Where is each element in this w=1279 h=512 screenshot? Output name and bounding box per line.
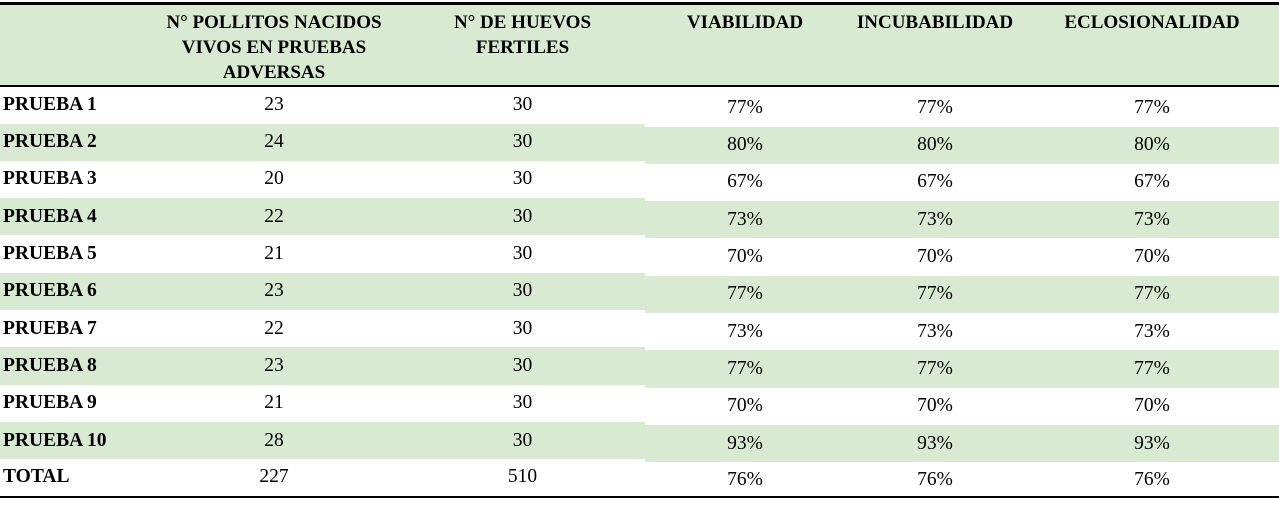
percent-cell: 93% bbox=[917, 432, 953, 454]
count-cell: 30 bbox=[512, 205, 533, 227]
count-cell: 30 bbox=[512, 354, 533, 376]
count-cell: 30 bbox=[512, 317, 533, 339]
count-cell: 21 bbox=[264, 243, 284, 265]
row-label: PRUEBA 10 bbox=[3, 429, 107, 451]
row-label: PRUEBA 4 bbox=[3, 205, 97, 227]
table-row: PRUEBA 9 21 30 70% 70% 70% bbox=[0, 385, 1279, 422]
count-cell: 28 bbox=[264, 429, 284, 451]
count-cell: 23 bbox=[264, 94, 284, 116]
percent-cell: 73% bbox=[727, 320, 763, 342]
table-row: PRUEBA 8 23 30 77% 77% 77% bbox=[0, 347, 1279, 385]
table-row: PRUEBA 10 28 30 93% 93% 93% bbox=[0, 421, 1279, 460]
table-row: PRUEBA 4 22 30 73% 73% 73% bbox=[0, 198, 1279, 236]
row-label: PRUEBA 7 bbox=[3, 317, 97, 339]
percent-cell: 77% bbox=[727, 357, 763, 379]
row-label: PRUEBA 1 bbox=[3, 94, 97, 116]
count-cell: 22 bbox=[264, 205, 284, 227]
header-cell-row-label bbox=[0, 3, 148, 88]
table-row: PRUEBA 3 20 30 67% 67% 67% bbox=[0, 161, 1279, 198]
percent-cell: 73% bbox=[727, 208, 763, 230]
percent-cell: 77% bbox=[1134, 357, 1170, 379]
count-cell: 30 bbox=[512, 243, 533, 265]
count-cell: 23 bbox=[264, 280, 284, 302]
count-cell: 30 bbox=[512, 94, 533, 116]
percent-cell: 76% bbox=[1134, 469, 1170, 491]
count-cell: 30 bbox=[512, 280, 533, 302]
count-cell: 227 bbox=[259, 466, 289, 488]
percent-cell: 77% bbox=[917, 357, 953, 379]
percent-cell: 77% bbox=[1134, 283, 1170, 305]
row-label: PRUEBA 9 bbox=[3, 392, 97, 414]
table-row: PRUEBA 5 21 30 70% 70% 70% bbox=[0, 235, 1279, 272]
percent-cell: 70% bbox=[917, 395, 953, 417]
percent-cell: 70% bbox=[727, 246, 763, 268]
count-cell: 21 bbox=[264, 392, 284, 414]
count-cell: 22 bbox=[264, 317, 284, 339]
row-label: PRUEBA 5 bbox=[3, 243, 97, 265]
percent-cell: 73% bbox=[1134, 320, 1170, 342]
count-cell: 20 bbox=[264, 168, 284, 190]
percent-cell: 67% bbox=[1134, 171, 1170, 193]
header-cell-huevos-fertiles: N° DE HUEVOS FERTILES bbox=[400, 3, 645, 88]
header-row: N° POLLITOS NACIDOS VIVOS EN PRUEBAS ADV… bbox=[0, 3, 1279, 88]
percent-cell: 80% bbox=[727, 134, 763, 156]
results-table: N° POLLITOS NACIDOS VIVOS EN PRUEBAS ADV… bbox=[0, 2, 1279, 498]
table-body: PRUEBA 1 23 30 77% 77% 77% PRUEBA 2 24 30 80% 80% 8… bbox=[0, 86, 1279, 496]
header-cell-pollitos-nacidos: N° POLLITOS NACIDOS VIVOS EN PRUEBAS ADV… bbox=[148, 3, 400, 88]
row-label: PRUEBA 8 bbox=[3, 354, 97, 376]
row-label: PRUEBA 3 bbox=[3, 168, 97, 190]
percent-cell: 76% bbox=[727, 469, 763, 491]
percent-cell: 93% bbox=[1134, 432, 1170, 454]
percent-cell: 76% bbox=[917, 469, 953, 491]
percent-cell: 80% bbox=[1134, 134, 1170, 156]
percent-cell: 80% bbox=[917, 134, 953, 156]
header-cell-incubabilidad: INCUBABILIDAD bbox=[845, 3, 1025, 88]
percent-cell: 70% bbox=[917, 246, 953, 268]
percent-cell: 77% bbox=[917, 283, 953, 305]
percent-cell: 67% bbox=[727, 171, 763, 193]
percent-cell: 77% bbox=[917, 97, 953, 119]
row-label: PRUEBA 6 bbox=[3, 280, 97, 302]
count-cell: 30 bbox=[512, 392, 533, 414]
row-label: PRUEBA 2 bbox=[3, 131, 97, 153]
percent-cell: 67% bbox=[917, 171, 953, 193]
row-label: TOTAL bbox=[3, 466, 70, 488]
header-cell-viabilidad: VIABILIDAD bbox=[645, 3, 845, 88]
table-row: PRUEBA 1 23 30 77% 77% 77% bbox=[0, 86, 1279, 123]
count-cell: 30 bbox=[512, 429, 533, 451]
table-header: N° POLLITOS NACIDOS VIVOS EN PRUEBAS ADV… bbox=[0, 3, 1279, 88]
count-cell: 23 bbox=[264, 354, 284, 376]
table-row: PRUEBA 2 24 30 80% 80% 80% bbox=[0, 123, 1279, 161]
percent-cell: 70% bbox=[727, 395, 763, 417]
percent-cell: 77% bbox=[727, 97, 763, 119]
header-cell-eclosionalidad: ECLOSIONALIDAD bbox=[1025, 3, 1279, 88]
percent-cell: 73% bbox=[1134, 208, 1170, 230]
percent-cell: 77% bbox=[1134, 97, 1170, 119]
count-cell: 30 bbox=[512, 131, 533, 153]
count-cell: 24 bbox=[264, 131, 284, 153]
total-row: TOTAL 227 510 76% 76% 76% bbox=[0, 459, 1279, 496]
percent-cell: 70% bbox=[1134, 395, 1170, 417]
table-row: PRUEBA 7 22 30 73% 73% 73% bbox=[0, 310, 1279, 347]
percent-cell: 77% bbox=[727, 283, 763, 305]
percent-cell: 73% bbox=[917, 320, 953, 342]
count-cell: 510 bbox=[507, 466, 538, 488]
table-row: PRUEBA 6 23 30 77% 77% 77% bbox=[0, 272, 1279, 311]
count-cell: 30 bbox=[512, 168, 533, 190]
percent-cell: 70% bbox=[1134, 246, 1170, 268]
percent-cell: 93% bbox=[727, 432, 763, 454]
percent-cell: 73% bbox=[917, 208, 953, 230]
